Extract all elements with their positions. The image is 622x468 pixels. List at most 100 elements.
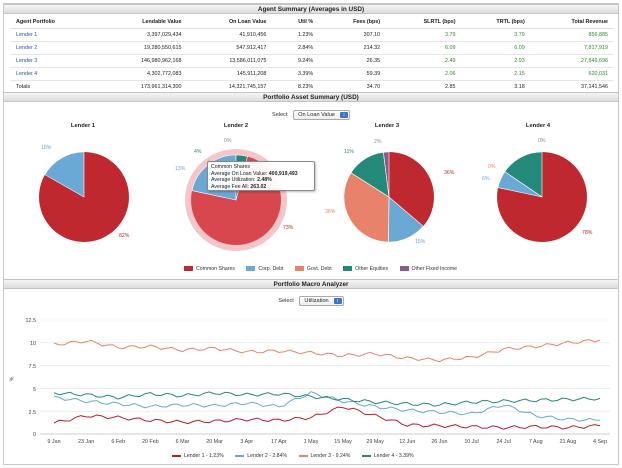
legend-item-corp-debt[interactable]: Corp. Debt (246, 266, 283, 272)
pie-label: 11% (344, 149, 354, 155)
cell: 146,980,962,168 (97, 54, 188, 68)
x-tick: 26 Jun (431, 439, 448, 445)
col-agent-portfolio[interactable]: Agent Portfolio (10, 17, 98, 29)
asset-metric-select[interactable]: On Loan Value ↕ (293, 110, 350, 120)
col-slrtl[interactable]: SLRTL (bps) (386, 17, 462, 29)
legend-swatch (298, 454, 308, 457)
tooltip-line3-label: Average Fee All: (211, 183, 249, 190)
x-tick: 6 Mar (175, 439, 190, 445)
x-tick: 4 Sep (592, 439, 608, 445)
asset-legend: Common Shares Corp. Debt Govt. Debt Othe… (184, 266, 467, 272)
cell: 3.79 (461, 28, 531, 42)
dashboard-frame: Agent Summary (Averages in USD) Agent Po… (3, 3, 619, 465)
cell: 26.35 (319, 54, 387, 68)
y-tick: 12.5 (25, 318, 37, 324)
cell: 620,031 (530, 67, 614, 81)
cell: 2.84% (272, 41, 320, 55)
legend-item-other-fixed-income[interactable]: Other Fixed Income (399, 266, 457, 272)
pie-label: 0% (488, 164, 496, 170)
col-fees[interactable]: Fees (bps) (319, 17, 387, 29)
col-on-loan-value[interactable]: On Loan Value (187, 17, 273, 29)
x-tick: 17 Apr (271, 439, 287, 445)
legend-item-lender-1[interactable]: Lender 1 - 1.23% (172, 453, 224, 459)
series-line-2[interactable] (53, 391, 601, 422)
asset-select-row: Select On Loan Value ↕ (4, 110, 618, 120)
row-lender-link[interactable]: Lender 4 (10, 67, 98, 81)
cell: 13,586,011,075 (187, 54, 273, 68)
cell: 6.09 (461, 41, 531, 55)
pie-title-lender-3: Lender 3 (374, 123, 400, 129)
pie-label: 78% (582, 230, 593, 236)
cell: 3,397,029,434 (97, 28, 188, 42)
legend-item-lender-3[interactable]: Lender 3 - 9.24% (298, 453, 351, 459)
legend-item-govt-debt[interactable]: Govt. Debt (294, 266, 332, 272)
row-lender-link[interactable]: Lender 3 (10, 54, 98, 68)
macro-line-chart[interactable] (40, 317, 610, 442)
series-line-1[interactable] (53, 406, 601, 430)
pie-slice-corp-debt[interactable] (497, 171, 543, 198)
legend-swatch (184, 266, 193, 272)
legend-label: Common Shares (196, 266, 235, 272)
legend-item-lender-4[interactable]: Lender 4 - 3.39% (361, 453, 414, 459)
pie-lender-4[interactable] (497, 151, 587, 242)
col-trtl[interactable]: TRTL (bps) (461, 17, 531, 29)
tooltip-line1-value: 400,919,493 (268, 170, 298, 177)
series-line-3[interactable] (53, 339, 601, 363)
cell: 41,910,456 (187, 28, 273, 42)
pie-slice-corp-debt[interactable] (44, 151, 85, 198)
cell: 2.15 (461, 67, 531, 81)
table-row[interactable]: Lender 3 146,980,962,168 13,586,011,075 … (10, 54, 614, 68)
macro-metric-select[interactable]: Utilization ↕ (299, 296, 344, 306)
pie-title-lender-1: Lender 1 (70, 123, 96, 129)
legend-item-common-shares[interactable]: Common Shares (184, 266, 235, 272)
row-lender-link[interactable]: Lender 2 (10, 41, 98, 55)
legend-item-lender-2[interactable]: Lender 2 - 2.84% (235, 453, 287, 459)
legend-item-other-equities[interactable]: Other Equities (343, 266, 388, 272)
y-tick: 0 (33, 432, 36, 438)
x-tick: 24 Jul (496, 439, 511, 445)
cell: 3.79 (386, 28, 462, 42)
x-tick: 10 Jul (464, 439, 479, 445)
y-tick: 2.5 (28, 410, 37, 416)
col-util-pct[interactable]: Util % (272, 17, 320, 29)
x-tick: 21 Aug (559, 439, 577, 445)
macro-select-value: Utilization (304, 298, 329, 304)
totals-row: Totals 173,961,314,300 14,321,745,157 8.… (10, 80, 614, 94)
cell: 307.10 (319, 28, 387, 42)
table-row[interactable]: Lender 4 4,302,772,083 145,911,208 3.39%… (10, 67, 614, 81)
legend-swatch (235, 454, 245, 457)
table-row[interactable]: Lender 1 3,397,029,434 41,910,456 1.23% … (10, 28, 614, 42)
y-axis-label: % (9, 376, 16, 382)
cell: 856,885 (530, 28, 614, 42)
legend-label: Lender 4 - 3.39% (373, 453, 414, 459)
table-row[interactable]: Lender 2 19,280,550,615 547,912,417 2.84… (10, 41, 614, 55)
pie-label: 2% (374, 139, 382, 145)
chevron-down-icon: ↕ (340, 112, 348, 118)
legend-label: Lender 3 - 9.24% (310, 453, 351, 459)
pie-title-lender-4: Lender 4 (525, 123, 551, 129)
col-lendable-value[interactable]: Lendable Value (97, 17, 188, 29)
table-header-row: Agent Portfolio Lendable Value On Loan V… (10, 17, 614, 29)
cell: 547,912,417 (187, 41, 273, 55)
cell: 3.39% (272, 67, 320, 81)
macro-title: Portfolio Macro Analyzer (4, 279, 618, 289)
cell: 27,846,696 (530, 54, 614, 68)
pie-lender-1[interactable] (39, 151, 129, 242)
x-tick: 15 May (334, 439, 352, 445)
x-tick: 6 Feb (111, 439, 126, 445)
pie-slice-other-fixed-income[interactable] (383, 151, 390, 198)
tooltip-line2-label: Average Utilization: (211, 177, 256, 183)
legend-swatch (399, 266, 409, 272)
cell: 2.06 (386, 67, 462, 81)
x-tick: 3 Apr (240, 439, 253, 445)
pie-lender-3[interactable] (343, 151, 434, 243)
legend-label: Corp. Debt (258, 266, 284, 272)
legend-label: Govt. Debt (306, 266, 332, 272)
agent-summary-title: Agent Summary (Averages in USD) (4, 4, 618, 14)
pie-label: 0% (224, 138, 232, 144)
asset-select-label: Select (271, 112, 288, 118)
row-lender-link[interactable]: Lender 1 (10, 28, 98, 42)
cell: 59.39 (319, 67, 387, 81)
series-line-4[interactable] (53, 391, 601, 407)
col-total-revenue[interactable]: Total Revenue (530, 17, 614, 29)
